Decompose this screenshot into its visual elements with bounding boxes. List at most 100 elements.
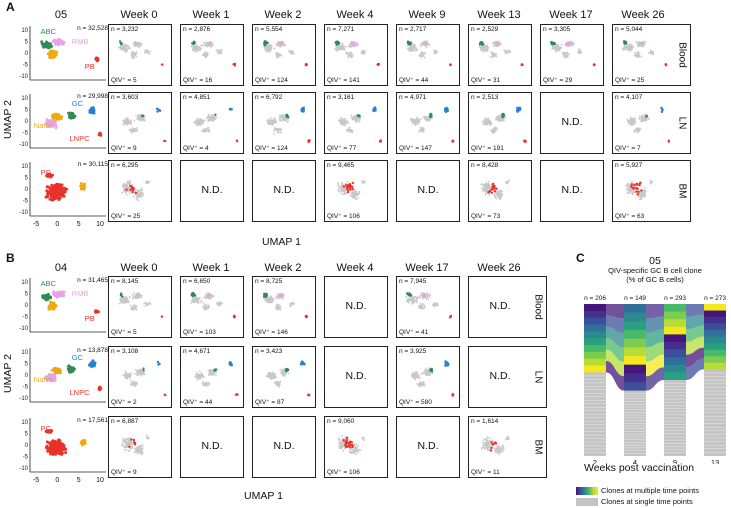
gray-cell-dot	[342, 48, 345, 51]
gray-cell-dot	[479, 47, 482, 49]
y-tick-label: 5	[25, 108, 29, 114]
gray-cell-dot	[120, 300, 123, 303]
gray-cell-dot	[137, 294, 139, 297]
gray-cell-dot	[134, 44, 136, 46]
gray-cell-dot	[130, 54, 133, 57]
qiv-positive-count: QIV⁺ = 73	[471, 213, 501, 220]
gray-cell-dot	[635, 41, 638, 43]
gray-cell-dot	[194, 295, 196, 298]
cell-count: n = 8,145	[111, 278, 139, 285]
abc-cluster-dot	[45, 294, 49, 298]
gray-cell-dot	[276, 53, 278, 56]
cell-count: n = 6,792	[255, 94, 283, 101]
gray-cell-dot	[194, 299, 196, 302]
gray-cell-dot	[123, 190, 125, 192]
gray-cell-dot	[121, 297, 124, 300]
gray-cell-dot	[209, 115, 212, 118]
naive-cluster-dot	[52, 53, 56, 57]
gray-cell-dot	[193, 296, 196, 299]
gray-cell-dot	[211, 295, 214, 298]
abc-cluster-dot	[46, 295, 50, 299]
rmb-cluster-dot	[52, 292, 55, 296]
abc-highlight-dot	[481, 43, 484, 46]
gray-cell-dot	[638, 44, 641, 47]
gray-cell-dot	[124, 300, 126, 303]
gray-cell-dot	[629, 118, 632, 120]
gray-cell-dot	[204, 294, 207, 297]
gray-cell-dot	[135, 309, 138, 311]
gray-cell-dot	[133, 129, 135, 132]
gray-cell-dot	[130, 131, 133, 134]
rmb-cluster-dot	[59, 292, 63, 295]
gray-cell-dot	[340, 123, 343, 126]
gray-cell-dot	[355, 44, 358, 47]
gray-cell-dot	[642, 40, 645, 43]
rmb-cluster-dot	[58, 290, 62, 294]
gray-cell-dot	[639, 118, 641, 120]
gray-cell-dot	[200, 120, 202, 123]
gray-cell-dot	[196, 300, 199, 303]
pb-highlight-dot	[160, 315, 163, 318]
gray-cell-dot	[146, 304, 148, 307]
gray-cell-dot	[343, 119, 346, 121]
gray-cell-dot	[200, 300, 203, 302]
abc-cluster-dot	[40, 40, 44, 43]
umap-cell-ln: N.D.	[540, 92, 604, 154]
qiv-positive-count: QIV⁺ = 7	[615, 145, 641, 152]
gray-cell-dot	[210, 295, 212, 298]
naive-cluster-dot	[51, 306, 55, 309]
gray-cell-dot	[135, 297, 138, 299]
naive-cluster-dot	[49, 307, 53, 310]
gray-cell-dot	[136, 293, 139, 296]
gray-cell-dot	[416, 48, 419, 51]
gray-cell-dot	[148, 301, 151, 304]
gray-cell-dot	[204, 308, 206, 311]
naive-cluster-dot	[50, 302, 54, 306]
pb-cluster-dot	[94, 57, 98, 61]
gray-cell-dot	[346, 53, 349, 56]
gray-cell-dot	[337, 182, 339, 184]
gray-cell-dot	[134, 297, 137, 300]
gray-cell-dot	[351, 53, 354, 56]
gray-cell-dot	[196, 47, 199, 50]
gray-cell-dot	[419, 53, 422, 55]
gray-cell-dot	[193, 299, 196, 302]
gray-cell-dot	[135, 307, 137, 310]
gray-cell-dot	[132, 305, 135, 307]
cell-count: n = 8,428	[471, 162, 499, 169]
naive-cluster-dot	[48, 304, 52, 308]
gray-cell-dot	[638, 115, 641, 118]
gray-cell-dot	[212, 295, 215, 297]
gray-cell-dot	[134, 295, 137, 297]
gray-cell-dot	[197, 297, 200, 300]
gray-cell-dot	[413, 121, 415, 124]
y-tick-label: 5	[25, 40, 29, 46]
gray-cell-dot	[137, 295, 139, 297]
abc-cluster-dot	[45, 296, 49, 299]
gray-cell-dot	[202, 53, 205, 56]
cell-count: n = 9,465	[327, 162, 355, 169]
gray-cell-dot	[205, 295, 208, 298]
gray-cell-dot	[499, 114, 502, 116]
gray-cell-dot	[482, 51, 485, 53]
gray-cell-dot	[341, 118, 344, 121]
gray-cell-dot	[125, 298, 128, 301]
abc-cluster-dot	[49, 295, 52, 299]
umap-cell-blood: n = 2,876 QIV⁺ = 16	[180, 24, 244, 86]
abc-cluster-dot	[46, 294, 49, 297]
panel-b-ylabel: UMAP 2	[2, 354, 14, 393]
gray-cell-dot	[208, 295, 210, 298]
column-head-week: Week 13	[477, 9, 521, 21]
abc-cluster-dot	[47, 295, 51, 299]
rmb-highlight-dot	[134, 41, 137, 44]
gray-cell-dot	[195, 297, 198, 300]
gray-cell-dot	[135, 197, 138, 200]
gray-cell-dot	[136, 294, 139, 297]
gray-cell-dot	[354, 191, 356, 194]
gray-cell-dot	[411, 47, 414, 50]
gray-cell-dot	[192, 296, 195, 298]
gray-cell-dot	[195, 298, 198, 301]
gray-cell-dot	[421, 42, 424, 44]
column-head-week: Week 17	[549, 9, 593, 21]
